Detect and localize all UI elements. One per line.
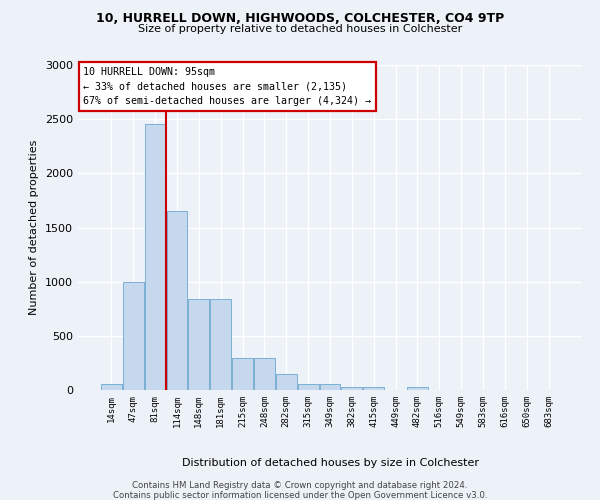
- Y-axis label: Number of detached properties: Number of detached properties: [29, 140, 40, 315]
- Bar: [145, 124, 166, 390]
- Bar: [232, 358, 253, 390]
- Bar: [254, 358, 275, 390]
- Text: 10 HURRELL DOWN: 95sqm
← 33% of detached houses are smaller (2,135)
67% of semi-: 10 HURRELL DOWN: 95sqm ← 33% of detached…: [83, 66, 371, 106]
- Bar: [210, 299, 231, 390]
- Text: Size of property relative to detached houses in Colchester: Size of property relative to detached ho…: [138, 24, 462, 34]
- Bar: [276, 374, 296, 390]
- Bar: [298, 384, 319, 390]
- Text: Distribution of detached houses by size in Colchester: Distribution of detached houses by size …: [182, 458, 479, 468]
- Bar: [407, 387, 428, 390]
- Bar: [364, 387, 384, 390]
- Bar: [188, 299, 209, 390]
- Text: 10, HURRELL DOWN, HIGHWOODS, COLCHESTER, CO4 9TP: 10, HURRELL DOWN, HIGHWOODS, COLCHESTER,…: [96, 12, 504, 26]
- Bar: [101, 384, 122, 390]
- Bar: [320, 384, 340, 390]
- Bar: [167, 212, 187, 390]
- Bar: [123, 282, 143, 390]
- Text: Contains HM Land Registry data © Crown copyright and database right 2024.: Contains HM Land Registry data © Crown c…: [132, 481, 468, 490]
- Bar: [341, 387, 362, 390]
- Text: Contains public sector information licensed under the Open Government Licence v3: Contains public sector information licen…: [113, 491, 487, 500]
